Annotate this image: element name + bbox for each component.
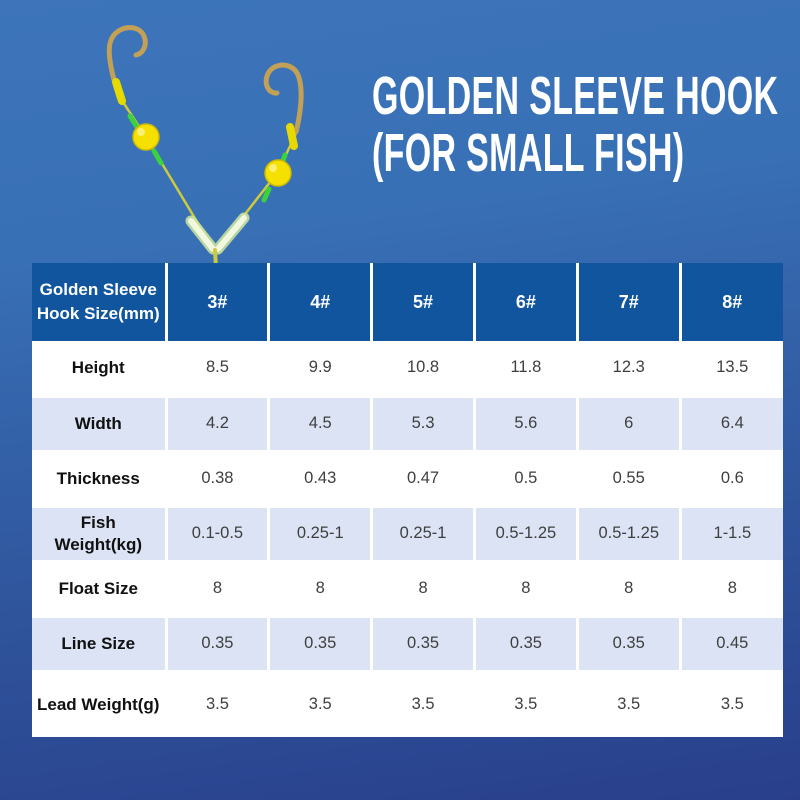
stop-left-upper (127, 113, 140, 130)
spec-row: Width 4.2 4.5 5.3 5.6 6 6.4 (32, 396, 783, 453)
spec-value-cell: 0.1-0.5 (166, 506, 271, 563)
title-line-1: GOLDEN SLEEVE HOOK (372, 66, 779, 126)
row-label-cell: Fish Weight(kg) (32, 506, 168, 563)
title-line-2: (FOR SMALL FISH) (372, 123, 685, 183)
spec-value-cell: 0.55 (577, 451, 682, 508)
page-title: GOLDEN SLEEVE HOOK (FOR SMALL FISH) (372, 68, 800, 182)
stop-right-lower (261, 186, 272, 203)
spec-value-cell: 3.5 (371, 671, 476, 737)
spec-table: Golden Sleeve Hook Size(mm) 3# 4# 5# 6# 7# 8#… (32, 263, 783, 737)
spec-value-cell: 3.5 (577, 671, 682, 737)
spec-value-cell: 4.2 (166, 396, 271, 453)
spec-value-cell: 8 (166, 561, 271, 618)
spec-table-body: Height 8.5 9.9 10.8 11.8 12.3 13.5 Width 4.2 4.5 5… (32, 341, 783, 737)
spec-value-cell: 3.5 (268, 671, 374, 737)
fishing-rig-illustration (106, 25, 304, 270)
size-column-header: 4# (268, 263, 374, 341)
sleeve-right (286, 123, 298, 150)
row-label-cell: Line Size (32, 616, 168, 673)
spec-value-cell: 8 (577, 561, 682, 618)
spec-value-cell: 0.5-1.25 (577, 506, 682, 563)
sleeve-left (112, 78, 126, 105)
size-column-header: 3# (166, 263, 271, 341)
spec-header-row: Golden Sleeve Hook Size(mm) 3# 4# 5# 6# 7# 8# (32, 263, 783, 341)
spec-value-cell: 6 (577, 396, 682, 453)
size-column-header: 7# (577, 263, 682, 341)
hook-right-icon (263, 62, 304, 135)
spec-value-cell: 5.3 (371, 396, 476, 453)
spec-value-cell: 0.35 (474, 616, 579, 673)
row-label-cell: Thickness (32, 451, 168, 508)
spec-value-cell: 0.43 (268, 451, 374, 508)
size-column-header: 5# (371, 263, 476, 341)
spec-value-cell: 0.35 (371, 616, 476, 673)
spec-value-cell: 8.5 (166, 341, 271, 398)
size-column-header: 6# (474, 263, 579, 341)
bead-right-highlight (269, 164, 277, 172)
spec-value-cell: 10.8 (371, 341, 476, 398)
row-label-cell: Width (32, 396, 168, 453)
spec-value-cell: 0.35 (268, 616, 374, 673)
spec-value-cell: 13.5 (680, 341, 783, 398)
spec-value-cell: 0.47 (371, 451, 476, 508)
spec-value-cell: 5.6 (474, 396, 579, 453)
spec-value-cell: 0.38 (166, 451, 271, 508)
bead-right (264, 159, 292, 187)
spec-value-cell: 8 (268, 561, 374, 618)
bead-left-highlight (137, 128, 145, 136)
row-label-cell: Float Size (32, 561, 168, 618)
spec-value-cell: 0.45 (680, 616, 783, 673)
spec-value-cell: 0.25-1 (268, 506, 374, 563)
spec-row: Fish Weight(kg) 0.1-0.5 0.25-1 0.25-1 0.5-1.… (32, 506, 783, 563)
spec-row: Thickness 0.38 0.43 0.47 0.5 0.55 0.6 (32, 451, 783, 508)
spec-value-cell: 6.4 (680, 396, 783, 453)
spec-value-cell: 4.5 (268, 396, 374, 453)
spec-value-cell: 8 (474, 561, 579, 618)
spec-row: Line Size 0.35 0.35 0.35 0.35 0.35 0.45 (32, 616, 783, 673)
spec-value-cell: 9.9 (268, 341, 374, 398)
spec-value-cell: 0.35 (166, 616, 271, 673)
spec-value-cell: 3.5 (474, 671, 579, 737)
spec-value-cell: 8 (371, 561, 476, 618)
spec-value-cell: 0.25-1 (371, 506, 476, 563)
spec-row: Height 8.5 9.9 10.8 11.8 12.3 13.5 (32, 341, 783, 398)
spec-value-cell: 0.6 (680, 451, 783, 508)
spec-row: Lead Weight(g) 3.5 3.5 3.5 3.5 3.5 3.5 (32, 671, 783, 737)
size-column-header: 8# (680, 263, 783, 341)
spec-value-cell: 1-1.5 (680, 506, 783, 563)
corner-cell: Golden Sleeve Hook Size(mm) (32, 263, 168, 341)
spec-value-cell: 0.5 (474, 451, 579, 508)
spec-value-cell: 3.5 (720, 695, 744, 714)
spec-value-cell: 12.3 (577, 341, 682, 398)
spec-value-cell: 0.5-1.25 (474, 506, 579, 563)
spec-value-cell: 8 (680, 561, 783, 618)
stop-left-lower (151, 148, 164, 166)
spec-value-cell: 0.35 (577, 616, 682, 673)
row-label-cell: Lead Weight(g) (32, 671, 168, 737)
spec-value-cell: 11.8 (474, 341, 579, 398)
row-label-cell: Height (32, 341, 168, 398)
glow-tube-inner (188, 215, 247, 252)
hook-left-icon (106, 25, 148, 100)
bead-left (132, 123, 160, 151)
spec-row: Float Size 8 8 8 8 8 8 (32, 561, 783, 618)
spec-value-cell: 3.5 (166, 671, 271, 737)
